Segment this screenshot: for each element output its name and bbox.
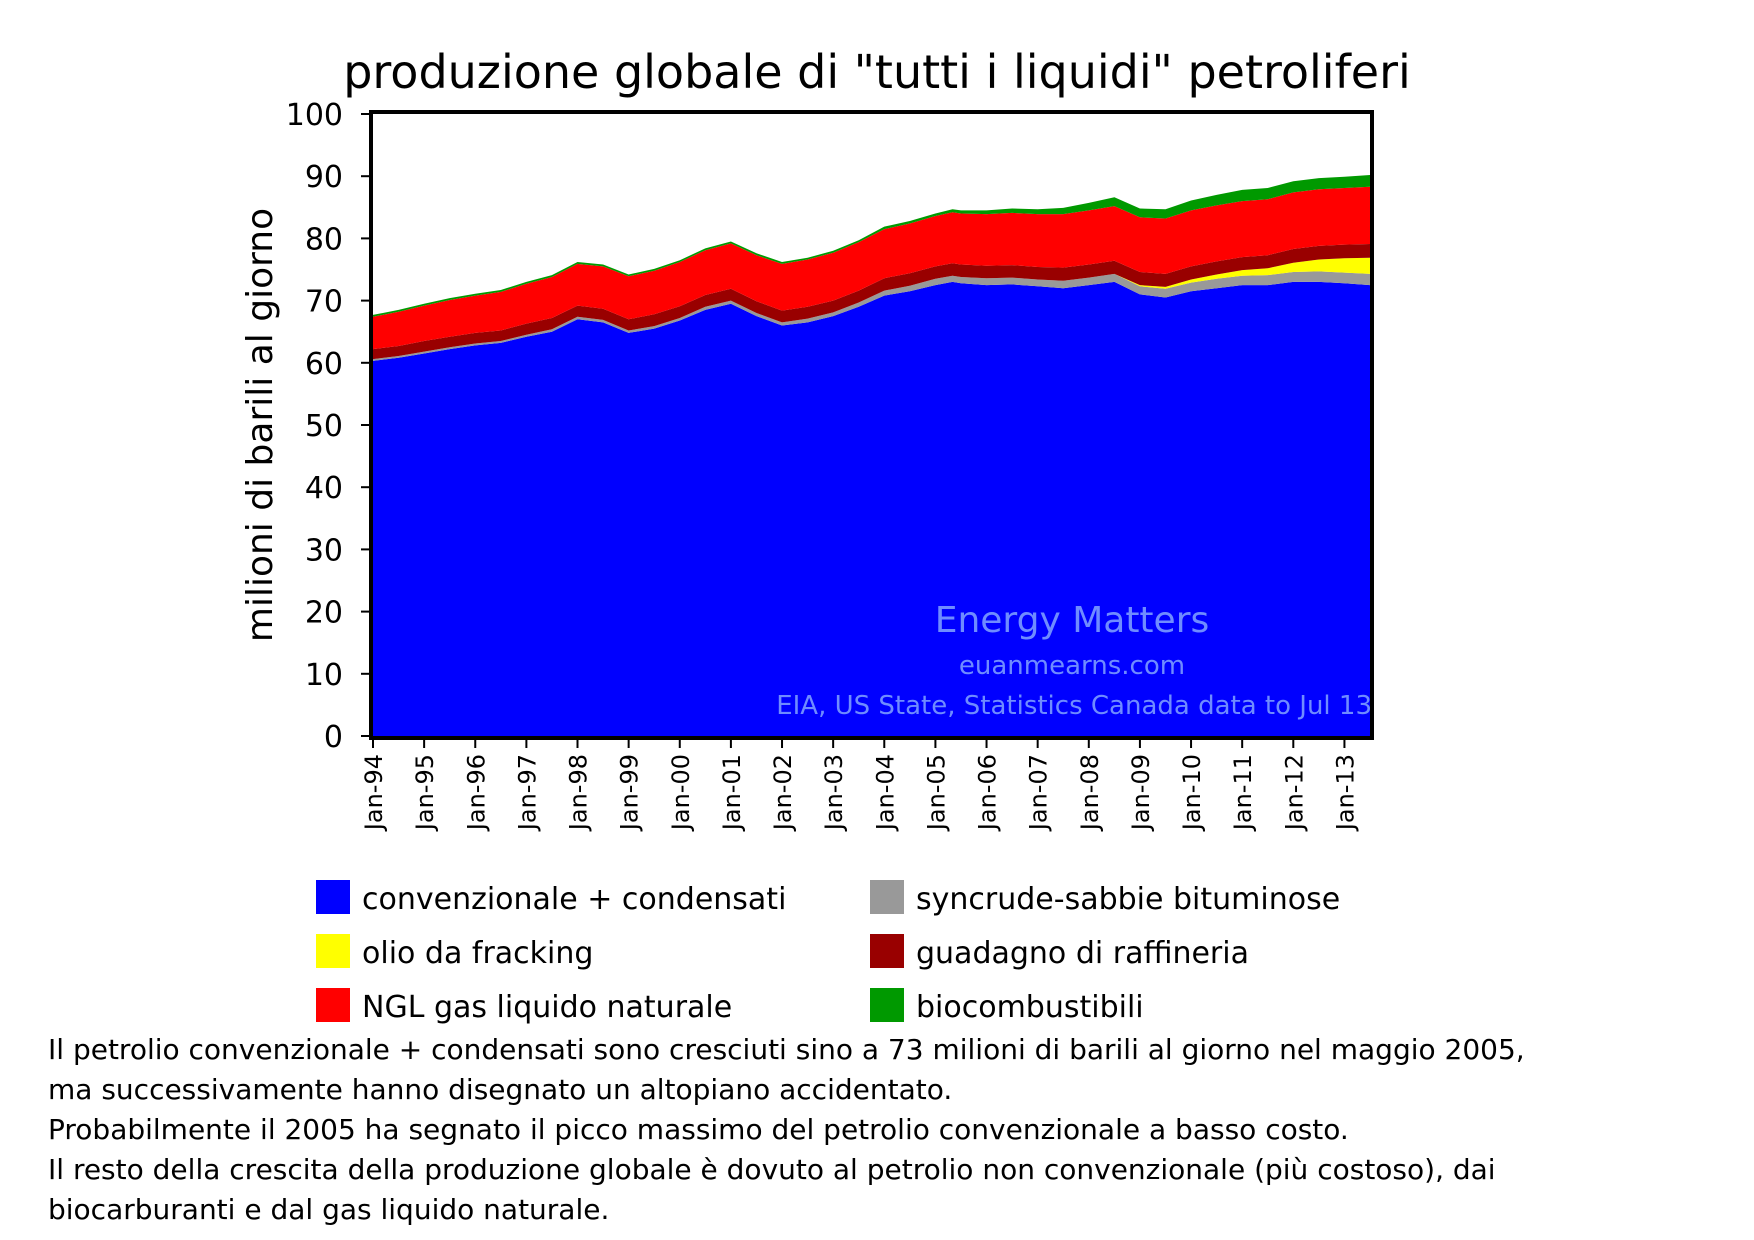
y-axis-label: milioni di barili al giorno [240,208,281,642]
caption-line: ma successivamente hanno disegnato un al… [48,1073,953,1106]
caption-line: Il resto della crescita della produzione… [48,1153,1496,1186]
y-tick-label: 90 [305,160,343,195]
legend-swatch [316,934,350,968]
area-biocombustibili [373,175,1370,317]
x-tick-label: Jan-11 [1229,754,1257,832]
chart-title: produzione globale di "tutti i liquidi" … [343,45,1411,99]
x-tick-label: Jan-97 [513,754,541,832]
y-tick-label: 80 [305,222,343,257]
legend-label: convenzionale + condensati [362,882,786,917]
y-tick-label: 30 [305,533,343,568]
x-tick-label: Jan-00 [667,754,695,832]
x-tick-label: Jan-95 [411,754,439,832]
area-olio-da-fracking [373,257,1370,360]
legend-label: syncrude-sabbie bituminose [916,882,1340,917]
x-tick-label: Jan-99 [616,754,644,832]
caption-line: biocarburanti e dal gas liquido naturale… [48,1193,610,1226]
y-tick-label: 40 [305,471,343,506]
area-convenzionale-condensati [373,281,1370,736]
y-tick-label: 50 [305,409,343,444]
legend: convenzionale + condensati syncrude-sabbi… [316,880,1340,1025]
y-tick-label: 100 [286,98,343,133]
area-guadagno-di-raffineria [373,244,1370,360]
x-tick-label: Jan-01 [718,754,746,832]
y-tick-label: 10 [305,658,343,693]
x-tick-label: Jan-08 [1076,754,1104,832]
legend-swatch [316,880,350,914]
x-tick-label: Jan-05 [922,754,950,832]
x-tick-label: Jan-94 [360,754,388,832]
caption: Il petrolio convenzionale + condensati s… [48,1030,1708,1230]
x-tick-label: Jan-04 [871,754,899,832]
legend-swatch [870,988,904,1022]
x-tick-label: Jan-13 [1331,754,1359,832]
legend-label: biocombustibili [916,990,1144,1025]
legend-swatch [870,934,904,968]
y-tick-label: 0 [324,720,343,755]
x-axis: Jan-94 Jan-95 Jan-96 Jan-97 Jan-98 Jan-99 Jan-… [360,736,1359,832]
stacked-areas [373,175,1370,736]
legend-label: NGL gas liquido naturale [362,990,732,1025]
x-tick-label: Jan-06 [974,754,1002,832]
x-tick-label: Jan-98 [565,754,593,832]
watermark-url: euanmearns.com [959,651,1185,681]
x-tick-label: Jan-03 [820,754,848,832]
area-syncrude-sabbie-bituminose [373,271,1370,361]
watermark: Energy Matters euanmearns.com EIA, US St… [776,600,1372,721]
x-tick-label: Jan-10 [1178,754,1206,832]
y-axis: 0 10 20 30 40 50 60 70 80 90 100 [286,98,373,755]
legend-label: olio da fracking [362,936,593,971]
x-tick-label: Jan-07 [1025,754,1053,832]
legend-swatch [316,988,350,1022]
y-tick-label: 60 [305,347,343,382]
legend-label: guadagno di raffineria [916,936,1249,971]
caption-line: Il petrolio convenzionale + condensati s… [48,1033,1525,1066]
watermark-title: Energy Matters [935,600,1210,641]
x-tick-label: Jan-02 [769,754,797,832]
x-tick-label: Jan-09 [1127,754,1155,832]
caption-line: Probabilmente il 2005 ha segnato il picc… [48,1113,1349,1146]
x-tick-label: Jan-96 [462,754,490,832]
legend-swatch [870,880,904,914]
area-ngl-gas-liquido-naturale [373,186,1370,350]
x-tick-label: Jan-12 [1280,754,1308,832]
watermark-source: EIA, US State, Statistics Canada data to… [776,691,1372,721]
y-tick-label: 20 [305,596,343,631]
y-tick-label: 70 [305,285,343,320]
